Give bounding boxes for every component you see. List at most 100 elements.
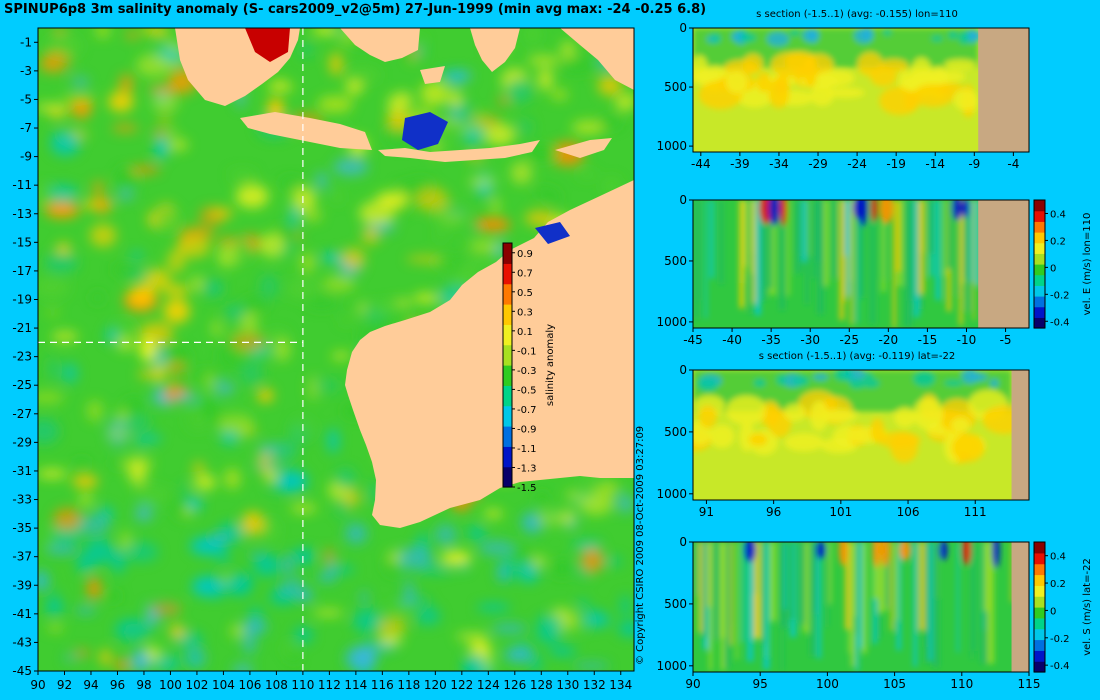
- map-x-tick-label: 118: [397, 678, 420, 692]
- section-x-tick-label: -20: [879, 333, 899, 347]
- section-panel-s-section-lat22: 91 96 101 106 111 0 500 1000 s section (-1.5..1)…: [656, 351, 1030, 519]
- salinity-blob: [420, 80, 450, 107]
- salinity-blob: [116, 167, 139, 189]
- salinity-blob: [192, 461, 206, 475]
- salinity-blob: [515, 118, 534, 136]
- section-land: [978, 200, 1029, 328]
- colorbar-tick-label: -0.2: [1050, 290, 1070, 301]
- map-y-tick-label: -19: [12, 292, 32, 306]
- salinity-blob: [56, 242, 71, 255]
- section-y-tick-label: 1000: [656, 659, 687, 673]
- colorbar-swatch: [1034, 617, 1045, 630]
- colorbar-tick-label: -1.5: [517, 483, 537, 494]
- salinity-blob: [579, 491, 613, 516]
- salinity-blob: [533, 187, 551, 197]
- colorbar-swatch: [503, 344, 512, 366]
- salinity-blob: [212, 319, 221, 338]
- colorbar-swatch: [1034, 650, 1045, 662]
- salinity-blob: [413, 293, 439, 303]
- map-y-tick-label: -17: [12, 264, 32, 278]
- salinity-blob: [329, 52, 343, 76]
- map-x-tick-label: 132: [583, 678, 606, 692]
- map-x-tick-label: 94: [83, 678, 98, 692]
- salinity-blob: [121, 416, 152, 430]
- salinity-blob: [135, 445, 147, 452]
- salinity-blob: [259, 273, 279, 300]
- salinity-blob: [151, 96, 180, 111]
- salinity-blob: [218, 411, 251, 420]
- copyright-text: © Copyright CSIRO 2009 08-Oct-2009 03:27…: [635, 426, 646, 665]
- colorbar-swatch: [503, 324, 512, 346]
- salinity-blob: [573, 663, 610, 669]
- colorbar-swatch: [1034, 574, 1045, 586]
- salinity-blob: [322, 276, 356, 292]
- salinity-blob: [208, 207, 234, 219]
- salinity-blob: [45, 546, 79, 554]
- map-y-tick-label: -5: [20, 92, 32, 106]
- salinity-blob: [293, 578, 303, 585]
- salinity-blob: [370, 626, 382, 651]
- salinity-blob: [326, 559, 337, 577]
- map-colorbar: 0.9 0.7 0.5 0.3 0.1 -0.1 -0.3 -0.5 -0.7 -0.9 -1.1 -…: [502, 242, 556, 494]
- salinity-blob: [302, 209, 323, 222]
- salinity-blob: [296, 588, 313, 602]
- map-frame: [37, 27, 635, 672]
- section-x-tick-label: 101: [829, 505, 852, 519]
- salinity-blob: [537, 68, 554, 91]
- map-x-tick-label: 116: [371, 678, 394, 692]
- salinity-blob: [137, 370, 168, 379]
- salinity-blob: [618, 621, 634, 637]
- salinity-blob: [506, 78, 533, 104]
- salinity-blob: [242, 631, 257, 655]
- salinity-blob: [134, 505, 154, 522]
- salinity-blob: [527, 55, 561, 66]
- map-x-tick-label: 96: [110, 678, 125, 692]
- salinity-blob: [361, 227, 380, 245]
- colorbar-swatch: [1034, 607, 1045, 619]
- colorbar-swatch: [1034, 639, 1045, 651]
- salinity-blob: [108, 102, 134, 109]
- salinity-blob: [220, 430, 240, 445]
- salinity-blob: [535, 621, 563, 644]
- colorbar-swatch: [503, 426, 512, 447]
- colorbar-swatch: [1034, 221, 1045, 233]
- salinity-blob: [320, 252, 344, 263]
- salinity-blob: [307, 375, 319, 401]
- salinity-blob: [274, 440, 299, 461]
- salinity-blob: [214, 381, 235, 396]
- colorbar-tick-label: 0.2: [1050, 236, 1066, 247]
- salinity-blob: [188, 653, 200, 666]
- salinity-blob: [47, 623, 64, 632]
- salinity-blob: [257, 389, 274, 403]
- salinity-blob: [283, 553, 293, 578]
- salinity-blob: [118, 73, 134, 94]
- salinity-blob: [536, 614, 566, 627]
- salinity-blob: [398, 546, 433, 570]
- salinity-blob: [376, 618, 407, 635]
- colorbar-tick-label: -1.3: [517, 463, 537, 474]
- salinity-blob: [476, 217, 511, 232]
- colorbar-swatch: [1034, 296, 1045, 308]
- colorbar-swatch: [1034, 585, 1045, 597]
- salinity-blob: [242, 619, 268, 635]
- salinity-blob: [441, 551, 472, 565]
- salinity-blob: [360, 590, 369, 605]
- section-x-tick-label: -34: [769, 157, 789, 171]
- salinity-blob: [293, 547, 315, 565]
- salinity-blob: [335, 467, 356, 490]
- section-x-tick-label: -10: [957, 333, 977, 347]
- salinity-blob: [128, 460, 147, 486]
- salinity-blob: [266, 83, 295, 92]
- salinity-blob: [415, 187, 449, 212]
- section-y-tick-label: 0: [679, 363, 687, 377]
- salinity-blob: [38, 418, 60, 445]
- salinity-blob: [253, 554, 281, 577]
- map-y-tick-label: -9: [20, 150, 32, 164]
- salinity-blob: [305, 295, 339, 310]
- salinity-blob: [598, 115, 622, 129]
- salinity-blob: [467, 525, 486, 541]
- salinity-blob: [92, 180, 105, 197]
- salinity-blob: [293, 626, 314, 644]
- section-x-tick-label: -4: [1007, 157, 1019, 171]
- salinity-blob: [529, 653, 542, 671]
